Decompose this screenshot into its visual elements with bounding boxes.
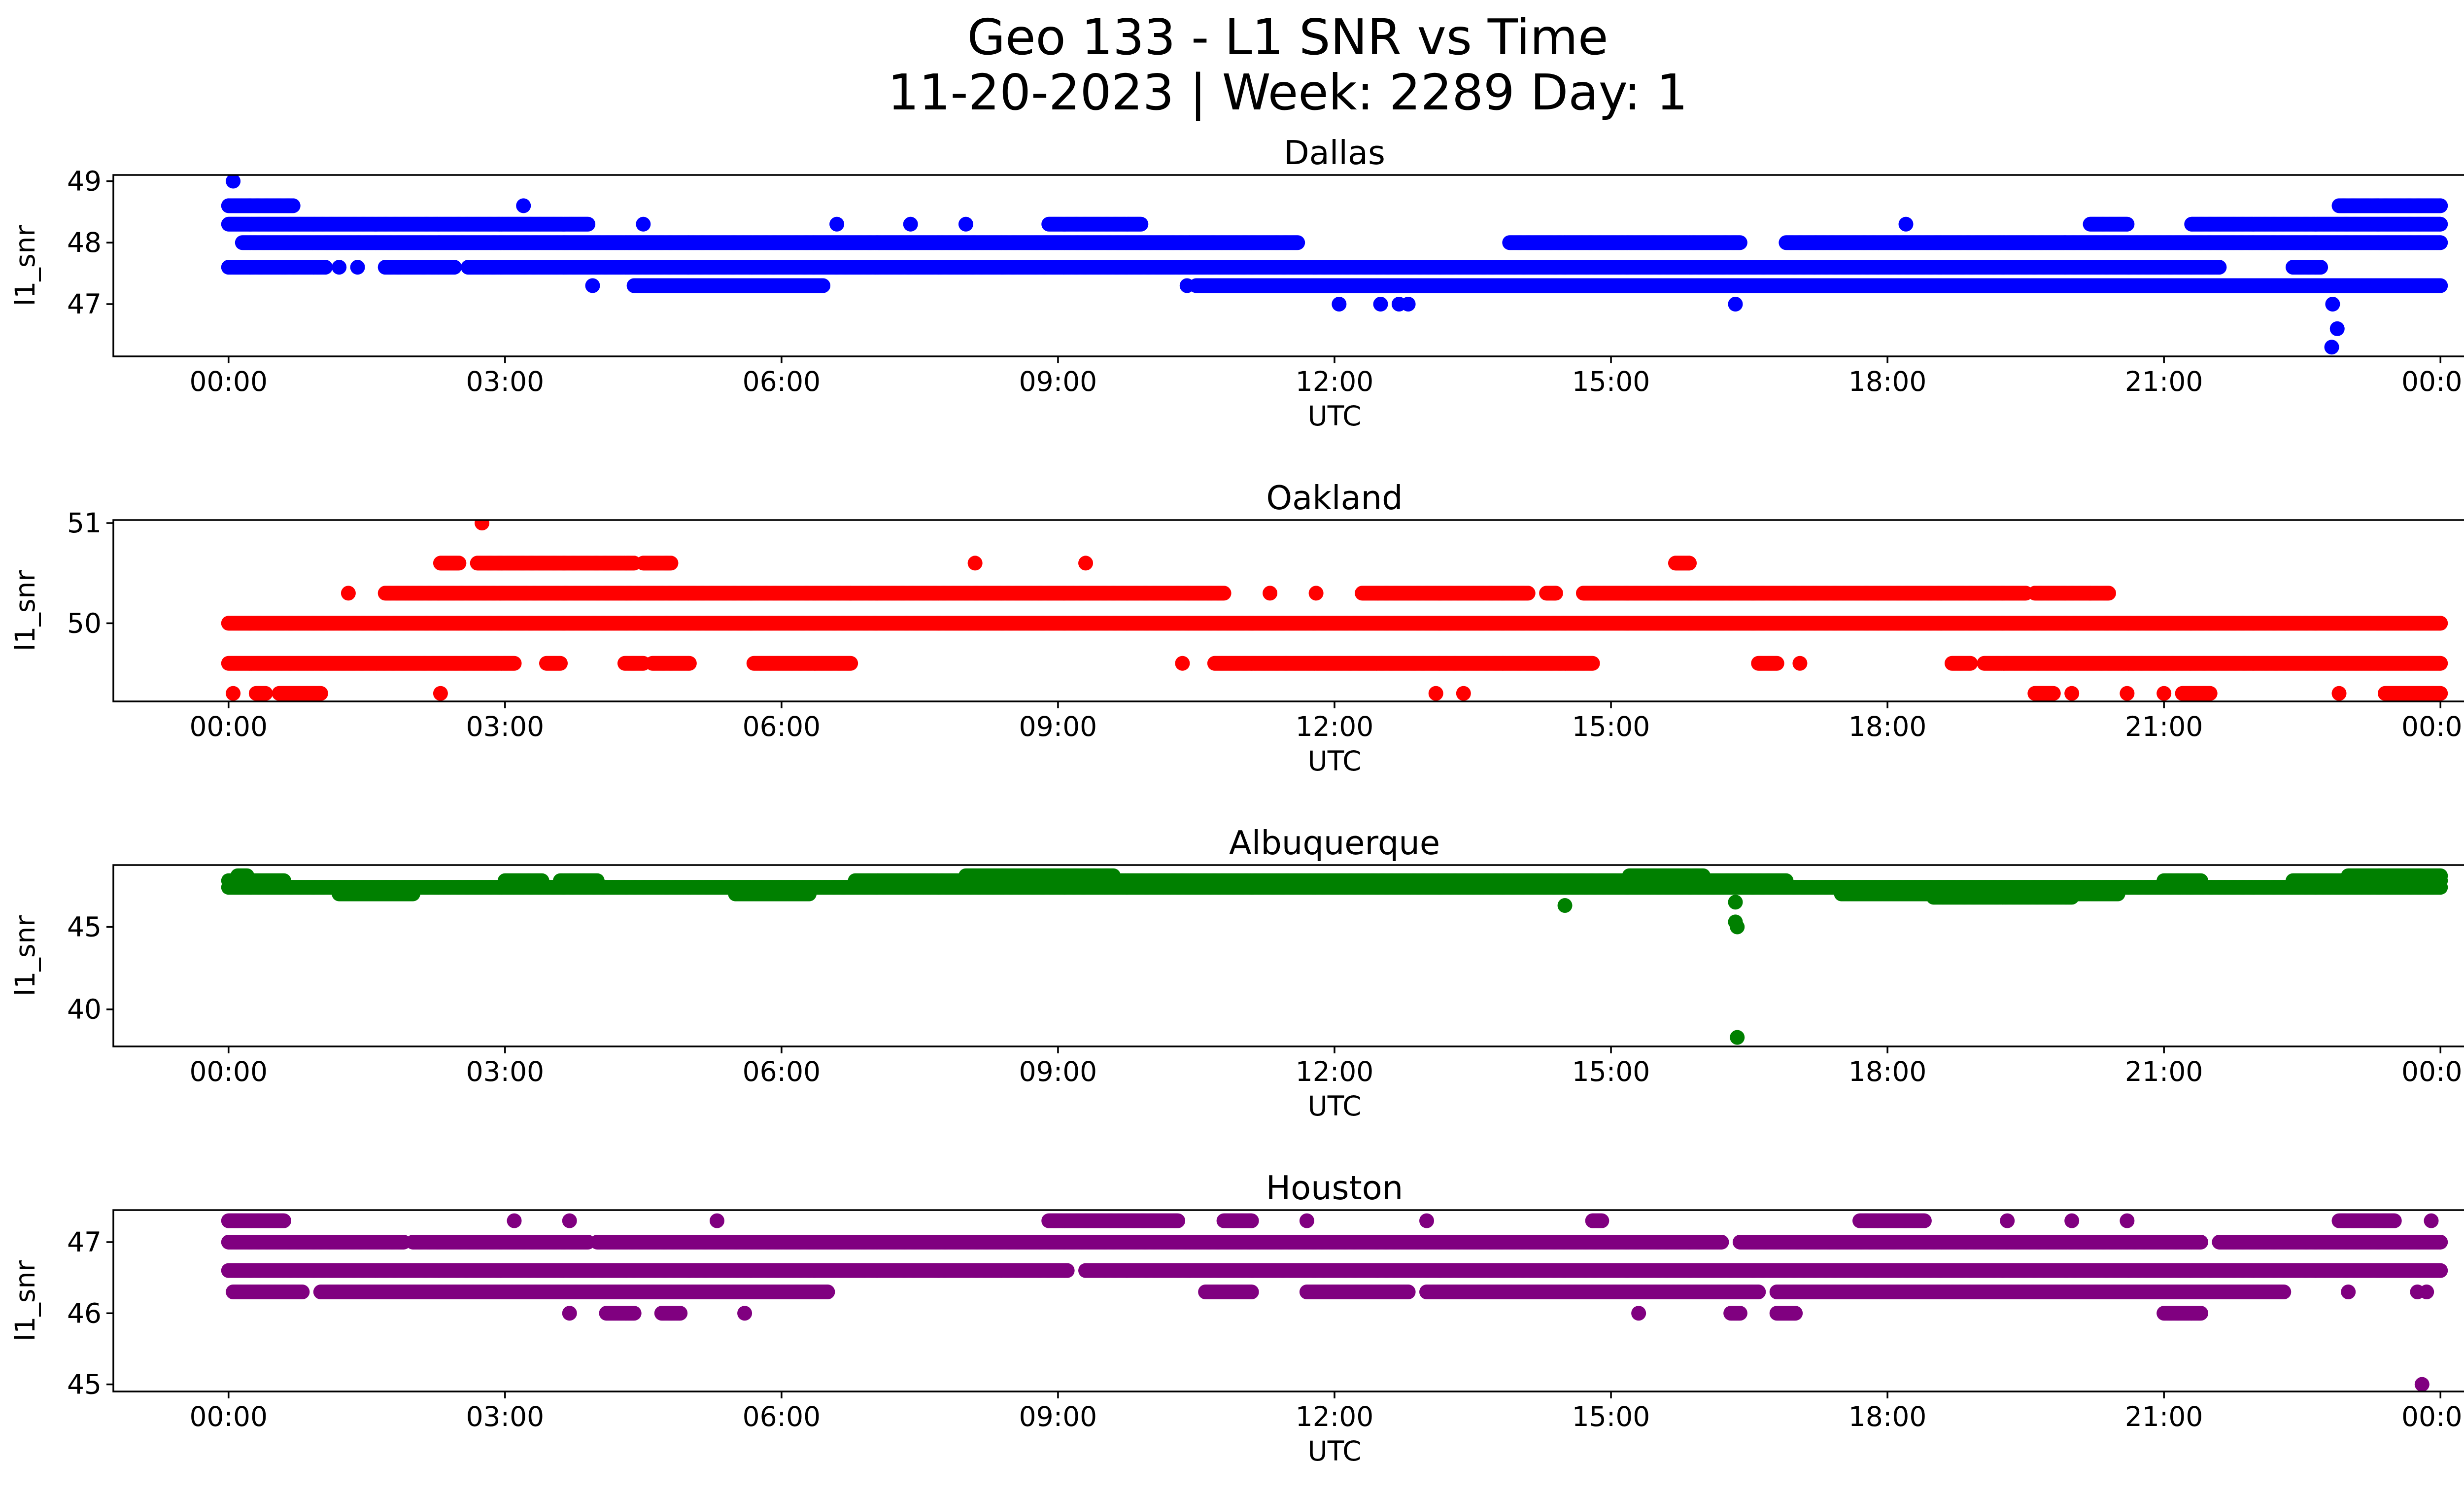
data-point xyxy=(1290,235,1305,250)
data-point xyxy=(1732,235,1747,250)
data-point xyxy=(2212,260,2227,275)
data-point xyxy=(1898,216,1914,232)
data-point xyxy=(318,260,333,275)
data-point xyxy=(958,216,973,232)
dallas-points xyxy=(221,175,2448,355)
figure-title-line2: 11-20-2023 | Week: 2289 Day: 1 xyxy=(888,64,1687,121)
data-point xyxy=(1133,216,1149,232)
data-point xyxy=(581,216,596,232)
data-point xyxy=(2120,216,2135,232)
data-point xyxy=(903,216,918,232)
data-point xyxy=(636,216,651,232)
figure-title-line1: Geo 133 - L1 SNR vs Time xyxy=(967,8,1608,66)
data-point xyxy=(2313,260,2328,275)
data-point xyxy=(2433,235,2448,250)
data-point xyxy=(816,278,831,293)
data-point xyxy=(446,260,462,275)
data-point xyxy=(829,216,845,232)
dallas-title: Dallas xyxy=(1284,134,1385,172)
data-point xyxy=(2433,216,2448,232)
